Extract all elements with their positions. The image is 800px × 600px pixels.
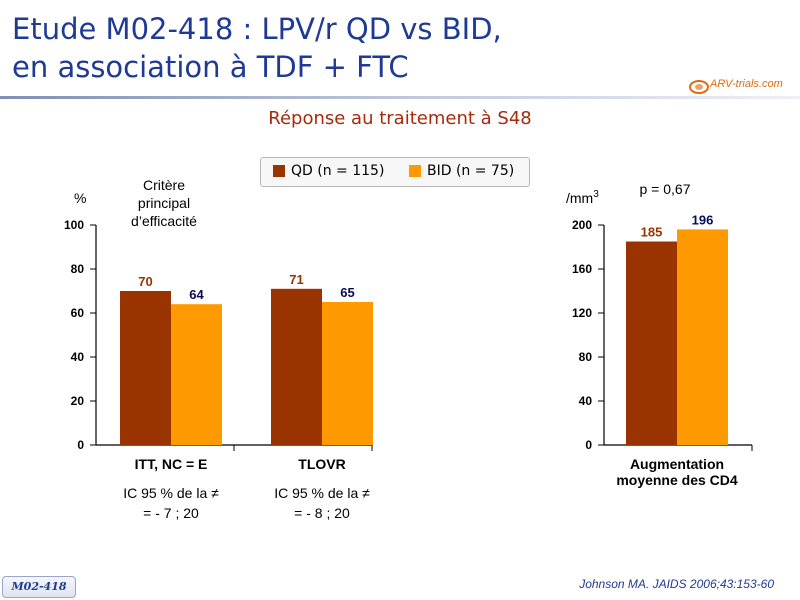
arv-trials-logo: ARV-trials.com [688, 77, 798, 97]
y-tick-label: 40 [71, 350, 85, 364]
y-unit-superscript: 3 [593, 189, 599, 200]
y-tick-label: 20 [71, 394, 85, 408]
confidence-interval-note: IC 95 % de la ≠ [123, 485, 219, 501]
y-tick-label: 80 [579, 350, 593, 364]
bar-bid [677, 229, 728, 445]
bar-qd [120, 291, 171, 445]
chart-annotation: p = 0,67 [640, 181, 691, 197]
bar-value-label: 65 [340, 285, 354, 300]
chart-annotation: principal [138, 195, 190, 211]
x-category-label: ITT, NC = E [135, 456, 208, 472]
legend-label-qd: QD (n = 115) [291, 163, 385, 179]
y-tick-label: 80 [71, 262, 85, 276]
bar-qd [626, 241, 677, 445]
slide-title: Etude M02-418 : LPV/r QD vs BID, en asso… [12, 10, 502, 86]
y-tick-label: 40 [579, 394, 593, 408]
bar-value-label: 70 [138, 274, 152, 289]
y-tick-label: 0 [585, 438, 592, 452]
x-category-label: Augmentation [630, 456, 724, 472]
slide-subtitle: Réponse au traitement à S48 [268, 108, 532, 129]
y-tick-label: 100 [64, 218, 84, 232]
legend-item-bid: BID (n = 75) [409, 163, 514, 179]
legend-item-qd: QD (n = 115) [273, 163, 384, 179]
y-unit-label: % [74, 190, 86, 206]
bar-value-label: 71 [289, 272, 303, 287]
study-tag: M02-418 [2, 576, 76, 598]
chart-annotation: d’efficacité [131, 213, 197, 229]
bar-value-label: 185 [641, 225, 663, 240]
confidence-interval-note: = - 8 ; 20 [294, 505, 350, 521]
title-line-1: Etude M02-418 : LPV/r QD vs BID, [12, 12, 502, 46]
legend-swatch-qd [273, 165, 285, 177]
confidence-interval-note: IC 95 % de la ≠ [274, 485, 370, 501]
citation: Johnson MA. JAIDS 2006;43:153-60 [579, 577, 774, 591]
legend-label-bid: BID (n = 75) [427, 163, 515, 179]
title-divider [0, 96, 800, 99]
chart-legend: QD (n = 115) BID (n = 75) [260, 157, 530, 187]
y-unit-label: /mm3 [566, 189, 599, 206]
title-line-2: en association à TDF + FTC [12, 50, 409, 84]
y-tick-label: 160 [572, 262, 592, 276]
y-tick-label: 200 [572, 218, 592, 232]
bar-bid [171, 304, 222, 445]
logo-swirl-icon [689, 80, 709, 94]
y-tick-label: 120 [572, 306, 592, 320]
bar-qd [271, 288, 322, 445]
bar-bid [322, 302, 373, 445]
y-tick-label: 60 [71, 306, 85, 320]
bar-value-label: 64 [189, 287, 204, 302]
x-category-label: TLOVR [298, 456, 345, 472]
y-tick-label: 0 [77, 438, 84, 452]
legend-swatch-bid [409, 165, 421, 177]
logo-text: ARV-trials.com [710, 78, 783, 90]
bar-value-label: 196 [692, 212, 714, 227]
chart-annotation: Critère [143, 177, 185, 193]
x-category-label: moyenne des CD4 [616, 472, 738, 488]
confidence-interval-note: = - 7 ; 20 [143, 505, 199, 521]
